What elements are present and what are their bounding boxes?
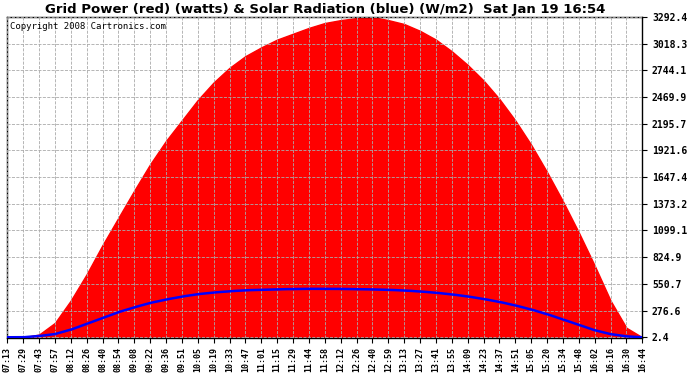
Title: Grid Power (red) (watts) & Solar Radiation (blue) (W/m2)  Sat Jan 19 16:54: Grid Power (red) (watts) & Solar Radiati… (45, 3, 605, 16)
Text: Copyright 2008 Cartronics.com: Copyright 2008 Cartronics.com (10, 22, 166, 31)
